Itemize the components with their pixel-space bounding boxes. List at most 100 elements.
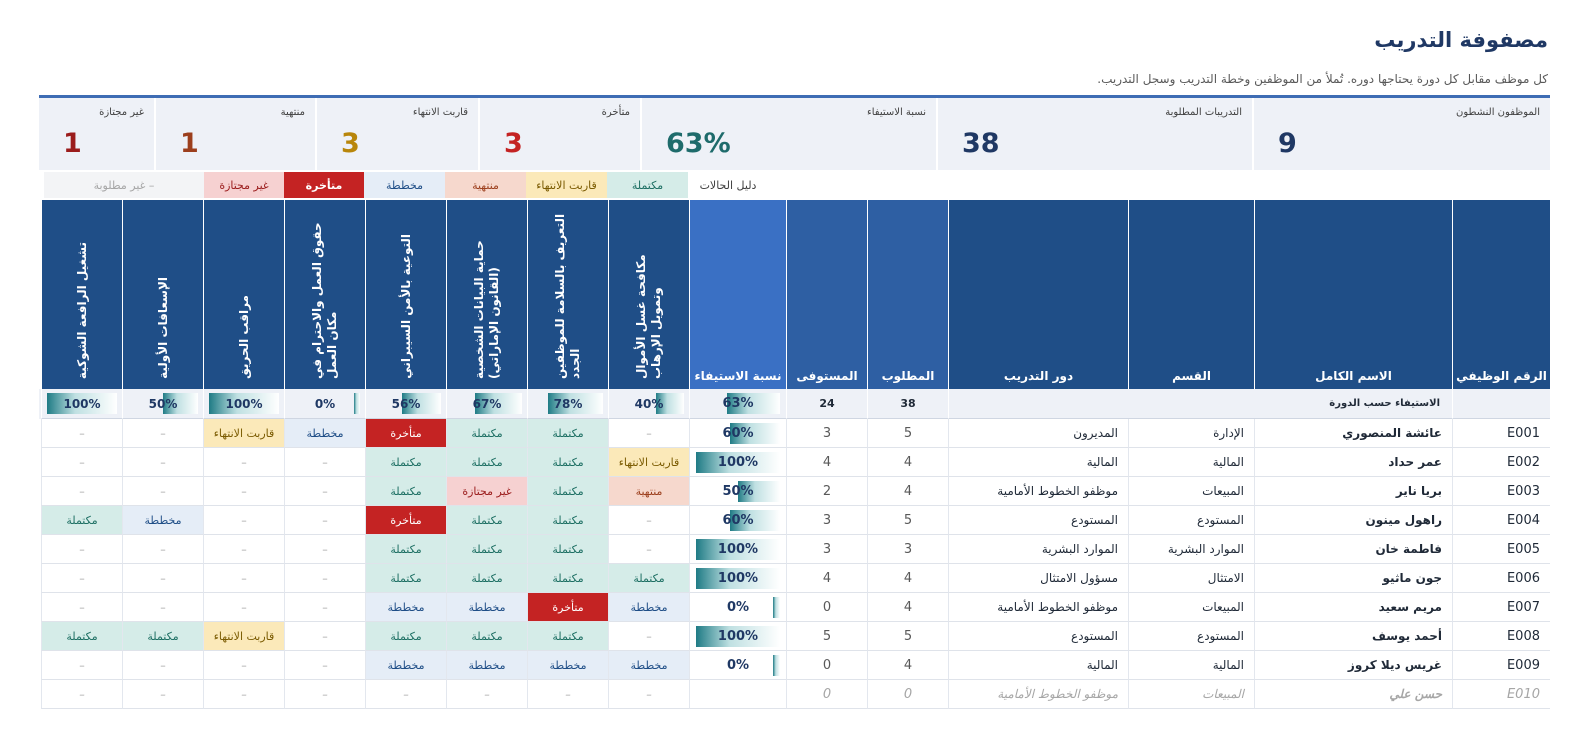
course-status-cell[interactable]: – bbox=[284, 680, 365, 709]
course-status-cell[interactable]: مكتملة bbox=[365, 622, 446, 651]
employee-name-cell[interactable]: حسن علي bbox=[1254, 680, 1452, 709]
course-status-cell[interactable]: – bbox=[203, 448, 284, 477]
col-header-course[interactable]: التوعية بالأمن السيبراني bbox=[365, 200, 446, 389]
compliance-pct-cell[interactable]: 50% bbox=[689, 477, 786, 506]
course-status-cell[interactable]: مكتملة bbox=[527, 477, 608, 506]
table-row[interactable]: E007 مريم سعيد المبيعات موظفو الخطوط الأمام… bbox=[39, 593, 1550, 622]
department-cell[interactable]: الإدارة bbox=[1128, 419, 1254, 448]
employee-id-cell[interactable]: E007 bbox=[1452, 593, 1550, 622]
course-status-cell[interactable]: مخططة bbox=[446, 651, 527, 680]
course-status-cell[interactable]: مكتملة bbox=[446, 506, 527, 535]
course-status-cell[interactable]: – bbox=[203, 651, 284, 680]
col-header-course[interactable]: مراقب الحريق bbox=[203, 200, 284, 389]
course-status-cell[interactable]: مكتملة bbox=[446, 419, 527, 448]
training-role-cell[interactable]: مسؤول الامتثال bbox=[948, 564, 1128, 593]
course-status-cell[interactable]: – bbox=[41, 419, 122, 448]
course-status-cell[interactable]: – bbox=[527, 680, 608, 709]
course-status-cell[interactable]: مخططة bbox=[446, 593, 527, 622]
course-status-cell[interactable]: مخططة bbox=[527, 651, 608, 680]
employee-id-cell[interactable]: E006 bbox=[1452, 564, 1550, 593]
training-role-cell[interactable]: المالية bbox=[948, 448, 1128, 477]
course-status-cell[interactable]: مكتملة bbox=[527, 419, 608, 448]
course-status-cell[interactable]: قاربت الانتهاء bbox=[203, 622, 284, 651]
employee-name-cell[interactable]: راهول مينون bbox=[1254, 506, 1452, 535]
table-row[interactable]: E010 حسن علي المبيعات موظفو الخطوط الأمامية… bbox=[39, 680, 1550, 709]
employee-id-cell[interactable]: E001 bbox=[1452, 419, 1550, 448]
required-count-cell[interactable]: 4 bbox=[867, 651, 948, 680]
met-count-cell[interactable]: 0 bbox=[786, 651, 867, 680]
course-status-cell[interactable]: مكتملة bbox=[365, 477, 446, 506]
met-count-cell[interactable]: 0 bbox=[786, 593, 867, 622]
col-header-required[interactable]: المطلوب bbox=[867, 200, 948, 389]
course-status-cell[interactable]: مكتملة bbox=[527, 506, 608, 535]
course-status-cell[interactable]: – bbox=[284, 477, 365, 506]
course-status-cell[interactable]: مكتملة bbox=[446, 564, 527, 593]
employee-id-cell[interactable]: E004 bbox=[1452, 506, 1550, 535]
course-status-cell[interactable]: – bbox=[284, 622, 365, 651]
course-status-cell[interactable]: – bbox=[203, 593, 284, 622]
department-cell[interactable]: الموارد البشرية bbox=[1128, 535, 1254, 564]
course-status-cell[interactable]: – bbox=[365, 680, 446, 709]
course-status-cell[interactable]: – bbox=[284, 651, 365, 680]
department-cell[interactable]: المستودع bbox=[1128, 506, 1254, 535]
employee-id-cell[interactable]: E009 bbox=[1452, 651, 1550, 680]
table-row[interactable]: E004 راهول مينون المستودع المستودع 5 3 60% – مكت… bbox=[39, 506, 1550, 535]
table-row[interactable]: E009 غريس ديلا كروز المالية المالية 4 0 0% مخطط… bbox=[39, 651, 1550, 680]
employee-name-cell[interactable]: بريا ناير bbox=[1254, 477, 1452, 506]
course-status-cell[interactable]: – bbox=[203, 477, 284, 506]
course-status-cell[interactable]: – bbox=[122, 651, 203, 680]
department-cell[interactable]: المستودع bbox=[1128, 622, 1254, 651]
col-header-course[interactable]: حقوق العمل والاحترام في مكان العمل bbox=[284, 200, 365, 389]
employee-name-cell[interactable]: مريم سعيد bbox=[1254, 593, 1452, 622]
col-header-role[interactable]: دور التدريب bbox=[948, 200, 1128, 389]
course-status-cell[interactable]: مخططة bbox=[608, 593, 689, 622]
course-status-cell[interactable]: – bbox=[41, 477, 122, 506]
course-status-cell[interactable]: مكتملة bbox=[365, 535, 446, 564]
course-status-cell[interactable]: – bbox=[203, 564, 284, 593]
course-status-cell[interactable]: – bbox=[608, 419, 689, 448]
compliance-pct-cell[interactable]: 100% bbox=[689, 622, 786, 651]
course-status-cell[interactable]: مكتملة bbox=[41, 506, 122, 535]
employee-id-cell[interactable]: E003 bbox=[1452, 477, 1550, 506]
met-count-cell[interactable]: 4 bbox=[786, 448, 867, 477]
compliance-pct-cell[interactable] bbox=[689, 680, 786, 709]
table-row[interactable]: E003 بريا ناير المبيعات موظفو الخطوط الأمام… bbox=[39, 477, 1550, 506]
required-count-cell[interactable]: 3 bbox=[867, 535, 948, 564]
course-status-cell[interactable]: – bbox=[608, 680, 689, 709]
col-header-id[interactable]: الرقم الوظيفي bbox=[1452, 200, 1550, 389]
compliance-pct-cell[interactable]: 0% bbox=[689, 593, 786, 622]
course-status-cell[interactable]: قاربت الانتهاء bbox=[203, 419, 284, 448]
course-status-cell[interactable]: مخططة bbox=[284, 419, 365, 448]
employee-id-cell[interactable]: E008 bbox=[1452, 622, 1550, 651]
course-status-cell[interactable]: مكتملة bbox=[446, 535, 527, 564]
training-role-cell[interactable]: موظفو الخطوط الأمامية bbox=[948, 680, 1128, 709]
department-cell[interactable]: المالية bbox=[1128, 651, 1254, 680]
course-status-cell[interactable]: – bbox=[122, 680, 203, 709]
required-count-cell[interactable]: 5 bbox=[867, 419, 948, 448]
course-status-cell[interactable]: – bbox=[608, 506, 689, 535]
department-cell[interactable]: المبيعات bbox=[1128, 477, 1254, 506]
training-role-cell[interactable]: المالية bbox=[948, 651, 1128, 680]
course-status-cell[interactable]: مكتملة bbox=[527, 622, 608, 651]
course-status-cell[interactable]: – bbox=[203, 506, 284, 535]
course-status-cell[interactable]: – bbox=[41, 680, 122, 709]
course-status-cell[interactable]: مكتملة bbox=[608, 564, 689, 593]
course-status-cell[interactable]: مخططة bbox=[122, 506, 203, 535]
course-status-cell[interactable]: مكتملة bbox=[122, 622, 203, 651]
met-count-cell[interactable]: 3 bbox=[786, 535, 867, 564]
col-header-course[interactable]: الإسعافات الأولية bbox=[122, 200, 203, 389]
met-count-cell[interactable]: 4 bbox=[786, 564, 867, 593]
course-status-cell[interactable]: مكتملة bbox=[527, 535, 608, 564]
course-status-cell[interactable]: مكتملة bbox=[446, 448, 527, 477]
training-role-cell[interactable]: موظفو الخطوط الأمامية bbox=[948, 477, 1128, 506]
course-status-cell[interactable]: مخططة bbox=[365, 593, 446, 622]
course-status-cell[interactable]: – bbox=[122, 593, 203, 622]
met-count-cell[interactable]: 3 bbox=[786, 419, 867, 448]
course-status-cell[interactable]: – bbox=[122, 535, 203, 564]
met-count-cell[interactable]: 0 bbox=[786, 680, 867, 709]
course-status-cell[interactable]: منتهية bbox=[608, 477, 689, 506]
department-cell[interactable]: المبيعات bbox=[1128, 680, 1254, 709]
course-status-cell[interactable]: – bbox=[608, 535, 689, 564]
compliance-pct-cell[interactable]: 100% bbox=[689, 535, 786, 564]
course-status-cell[interactable]: متأخرة bbox=[365, 419, 446, 448]
